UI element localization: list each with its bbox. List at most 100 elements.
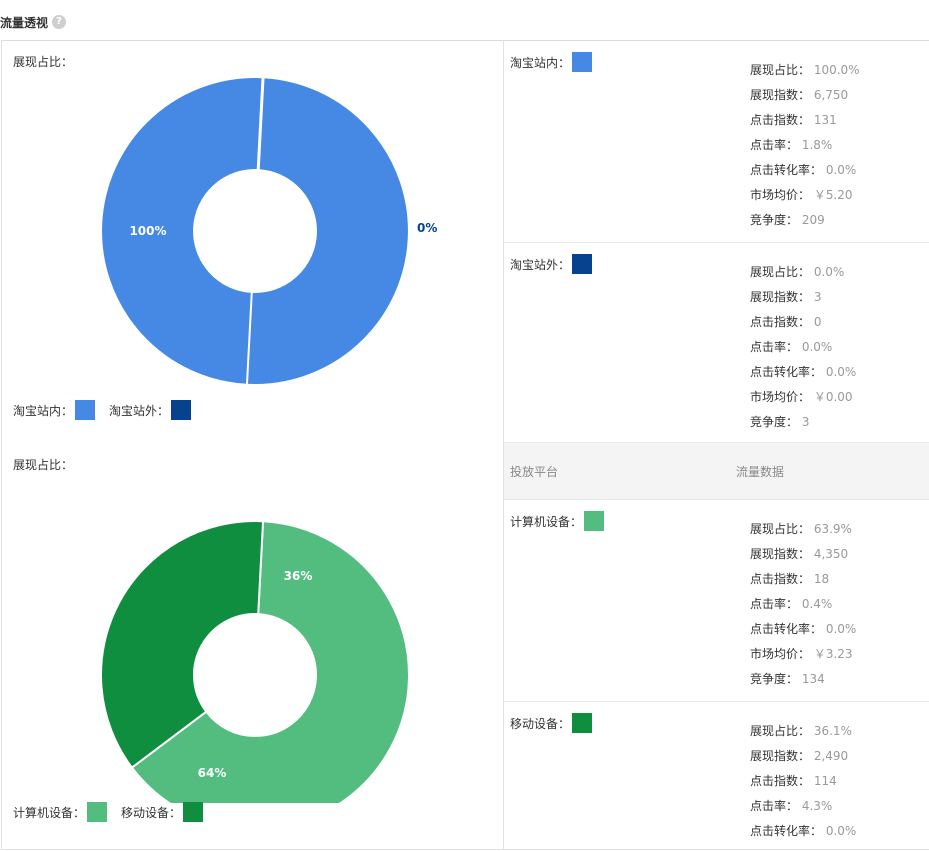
metric-value: 0 — [810, 315, 822, 329]
channel-name: 淘宝站外： — [510, 254, 593, 274]
metric-row: 点击转化率： 0.0% — [750, 161, 860, 186]
traffic-column-header: 流量数据 — [736, 465, 785, 479]
pie-slice-0[interactable] — [100, 76, 410, 386]
metric-row: 展现占比： 36.1% — [750, 722, 856, 747]
metric-row: 点击转化率： 0.0% — [750, 620, 856, 645]
metric-row: 展现指数： 2,490 — [750, 747, 856, 772]
section-header: 流量透视 ? — [0, 10, 67, 34]
metric-label: 竞争度： — [750, 213, 799, 227]
metric-value: 2,490 — [810, 749, 849, 763]
metric-label: 展现指数： — [750, 547, 811, 561]
channel-donut-chart: 100% 0% — [100, 76, 437, 386]
chart-label: 展现占比： — [13, 55, 74, 69]
device-block-mobile: 移动设备： 展现占比： 36.1% 展现指数： 2,490 点击指数： 114 点击率… — [504, 702, 929, 849]
channel-swatch — [572, 52, 593, 72]
metric-row: 点击率： 0.4% — [750, 595, 856, 620]
metric-value: 114 — [810, 774, 837, 788]
traffic-panel: 展现占比： 100% 0% 淘宝站内： 淘宝站外： 展现占比： 64% 36% 计算… — [1, 40, 929, 850]
legend-item-mobile[interactable]: 移动设备： — [121, 802, 204, 822]
metric-value: 0.0% — [810, 265, 845, 279]
metric-row: 点击率： 4.3% — [750, 797, 856, 822]
metric-row: 市场均价： ￥3.23 — [750, 645, 856, 670]
metric-row: 点击转化率： 0.0% — [750, 363, 856, 388]
metric-value: ￥5.20 — [810, 188, 853, 202]
metric-value: 0.0% — [822, 622, 857, 636]
metric-list: 展现占比： 36.1% 展现指数： 2,490 点击指数： 114 点击率： 4.3%… — [750, 722, 856, 847]
device-block-pc: 计算机设备： 展现占比： 63.9% 展现指数： 4,350 点击指数： 18 点击率… — [504, 500, 929, 702]
metric-label: 展现指数： — [750, 749, 811, 763]
metric-label: 竞争度： — [750, 415, 799, 429]
metric-label: 点击指数： — [750, 572, 811, 586]
metric-value: 0.0% — [798, 340, 833, 354]
data-label-0: 64% — [198, 766, 227, 780]
device-name: 移动设备： — [510, 713, 593, 733]
metric-value: 0.4% — [798, 597, 833, 611]
metric-row: 竞争度： 3 — [750, 413, 856, 438]
pie-slice-1[interactable] — [256, 77, 265, 171]
device-chart-panel: 展现占比： 64% 36% 计算机设备： 移动设备： — [2, 443, 503, 849]
metric-label: 点击率： — [750, 597, 799, 611]
metric-value: 4.3% — [798, 799, 833, 813]
help-icon[interactable]: ? — [52, 15, 67, 29]
legend-item-pc[interactable]: 计算机设备： — [13, 802, 108, 822]
metric-row: 点击率： 1.8% — [750, 136, 860, 161]
metric-label: 竞争度： — [750, 672, 799, 686]
metric-row: 点击转化率： 0.0% — [750, 822, 856, 847]
metric-label: 点击转化率： — [750, 365, 823, 379]
metric-label: 展现占比： — [750, 724, 811, 738]
metric-value: ￥0.00 — [810, 390, 853, 404]
metric-label: 点击转化率： — [750, 824, 823, 838]
pie-slice-1[interactable] — [100, 520, 265, 769]
metric-row: 点击率： 0.0% — [750, 338, 856, 363]
metric-label: 市场均价： — [750, 390, 811, 404]
legend-item-taobao-out[interactable]: 淘宝站外： — [109, 400, 192, 420]
channel-name: 淘宝站内： — [510, 52, 593, 72]
metric-value: 3 — [798, 415, 810, 429]
device-swatch — [572, 713, 593, 733]
page-title: 流量透视 — [0, 15, 49, 30]
metric-label: 市场均价： — [750, 188, 811, 202]
chart-legend: 淘宝站内： 淘宝站外： — [13, 400, 205, 420]
metric-row: 点击指数： 0 — [750, 313, 856, 338]
platform-header-row: 投放平台 流量数据 — [504, 443, 929, 500]
channel-block-taobao-in: 淘宝站内： 展现占比： 100.0% 展现指数： 6,750 点击指数： 131 点击… — [504, 41, 929, 243]
metric-row: 展现指数： 6,750 — [750, 86, 860, 111]
device-label: 移动设备： — [510, 716, 571, 731]
metric-row: 展现占比： 100.0% — [750, 61, 860, 86]
pie-slice-0[interactable] — [130, 520, 410, 803]
metric-row: 点击指数： 18 — [750, 570, 856, 595]
metric-label: 点击率： — [750, 799, 799, 813]
metric-row: 展现占比： 0.0% — [750, 263, 856, 288]
metric-row: 市场均价： ￥0.00 — [750, 388, 856, 413]
data-label-0: 100% — [129, 224, 166, 238]
metric-label: 展现占比： — [750, 63, 811, 77]
channel-block-taobao-out: 淘宝站外： 展现占比： 0.0% 展现指数： 3 点击指数： 0 点击率： 0.0% 点… — [504, 243, 929, 443]
channel-swatch — [572, 254, 593, 274]
metric-value: 0.0% — [822, 824, 857, 838]
metric-value: 100.0% — [810, 63, 860, 77]
metric-value: 0.0% — [822, 365, 857, 379]
metric-label: 展现占比： — [750, 522, 811, 536]
legend-swatch — [183, 802, 204, 822]
device-name: 计算机设备： — [510, 511, 605, 531]
legend-label: 淘宝站内： — [13, 403, 74, 418]
metric-value: 63.9% — [810, 522, 852, 536]
device-donut-chart: 64% 36% — [100, 520, 410, 803]
metric-value: 209 — [798, 213, 825, 227]
data-column: 淘宝站内： 展现占比： 100.0% 展现指数： 6,750 点击指数： 131 点击… — [504, 41, 929, 849]
metric-label: 展现指数： — [750, 290, 811, 304]
metric-value: 6,750 — [810, 88, 849, 102]
metric-value: ￥3.23 — [810, 647, 853, 661]
legend-item-taobao-in[interactable]: 淘宝站内： — [13, 400, 96, 420]
chart-legend: 计算机设备： 移动设备： — [13, 802, 217, 822]
metric-label: 点击指数： — [750, 774, 811, 788]
device-swatch — [584, 511, 605, 531]
metric-label: 点击指数： — [750, 113, 811, 127]
metric-row: 展现占比： 63.9% — [750, 520, 856, 545]
metric-value: 4,350 — [810, 547, 849, 561]
legend-label: 移动设备： — [121, 805, 182, 820]
metric-row: 竞争度： 209 — [750, 211, 860, 236]
metric-value: 1.8% — [798, 138, 833, 152]
metric-label: 点击率： — [750, 138, 799, 152]
legend-label: 计算机设备： — [13, 805, 86, 820]
